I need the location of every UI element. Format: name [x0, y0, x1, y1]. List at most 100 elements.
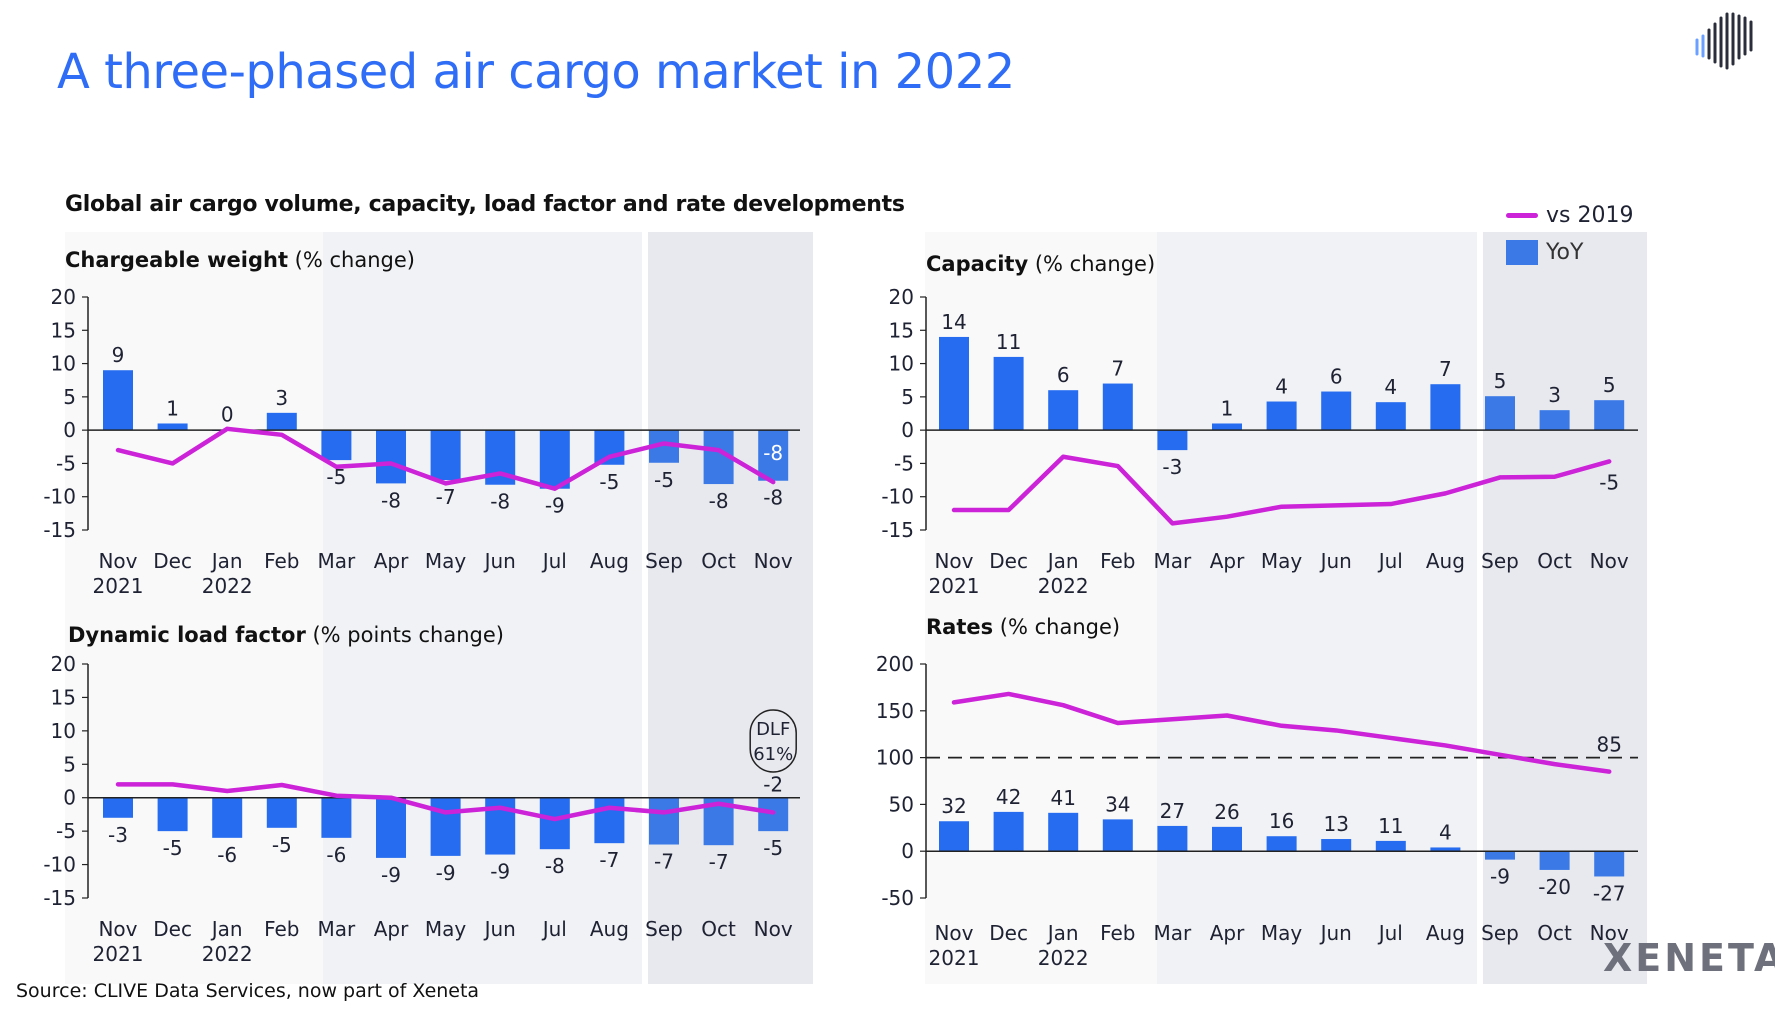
x-tick-label: Nov — [1590, 921, 1629, 945]
x-year-label: 2022 — [202, 574, 253, 598]
bar-data-label: -9 — [381, 863, 401, 887]
y-tick-label: 0 — [901, 418, 914, 442]
x-tick-label: Mar — [1154, 549, 1193, 573]
bar — [1048, 390, 1079, 431]
bar — [266, 412, 297, 431]
dlf-annotation-value: 61% — [753, 744, 793, 765]
x-tick-label: Jan — [1046, 549, 1079, 573]
phase-1-background — [65, 232, 323, 984]
bar-data-label: 14 — [941, 310, 966, 334]
y-tick-label: -10 — [43, 485, 76, 509]
bar — [1321, 839, 1352, 852]
bar — [1157, 430, 1188, 451]
x-year-label: 2022 — [1038, 574, 1089, 598]
bar-data-label: 3 — [275, 386, 288, 410]
x-year-label: 2021 — [929, 946, 980, 970]
y-tick-label: 10 — [889, 352, 914, 376]
bar-data-label: 4 — [1384, 375, 1397, 399]
bar — [539, 797, 570, 850]
y-tick-label: 5 — [63, 385, 76, 409]
legend-bar-label: YoY — [1546, 240, 1584, 265]
y-tick-label: 0 — [901, 839, 914, 863]
bar — [993, 356, 1024, 431]
bar-data-label: -5 — [599, 470, 619, 494]
legend-line-swatch — [1506, 213, 1538, 218]
x-tick-label: Apr — [374, 917, 409, 941]
dlf-annotation-label: DLF — [756, 719, 790, 740]
bar-data-label: -5 — [763, 836, 783, 860]
x-tick-label: May — [425, 917, 467, 941]
y-tick-label: -15 — [881, 518, 914, 542]
x-tick-label: Jul — [541, 917, 567, 941]
bar-data-label: 16 — [1269, 809, 1294, 833]
page-title: A three-phased air cargo market in 2022 — [57, 44, 1015, 100]
bar-data-label: -3 — [108, 823, 128, 847]
bar — [1212, 826, 1242, 852]
bar-data-label: 0 — [221, 402, 234, 426]
x-tick-label: Nov — [934, 549, 973, 573]
bar-data-label: -9 — [436, 861, 456, 885]
bar-data-label: 11 — [1378, 814, 1403, 838]
bar-data-label: 26 — [1214, 800, 1239, 824]
bar-data-label: -5 — [654, 468, 674, 492]
x-tick-label: May — [1261, 921, 1303, 945]
bar — [1539, 851, 1570, 870]
x-tick-label: Jul — [1377, 549, 1403, 573]
chart-title-bold: Capacity — [926, 252, 1029, 276]
bar — [103, 370, 133, 431]
bar-data-label: 27 — [1160, 799, 1185, 823]
y-tick-label: 150 — [876, 699, 914, 723]
bar-data-label: 6 — [1057, 363, 1070, 387]
bar — [1102, 383, 1133, 431]
bar-data-label: -8 — [490, 490, 510, 514]
y-tick-label: 15 — [889, 318, 914, 342]
x-tick-label: Oct — [1537, 921, 1572, 945]
bar — [1594, 400, 1625, 431]
vs-2019-line — [115, 782, 776, 822]
chart-title-bold: Rates — [926, 615, 994, 639]
y-tick-label: -10 — [881, 485, 914, 509]
y-tick-label: 50 — [889, 792, 914, 816]
bar-data-label: -7 — [709, 850, 729, 874]
bar-data-label: -9 — [490, 860, 510, 884]
y-tick-label: -50 — [881, 886, 914, 910]
x-tick-label: Nov — [934, 921, 973, 945]
y-tick-label: -5 — [894, 451, 914, 475]
bar-data-label: -7 — [654, 850, 674, 874]
x-tick-label: Dec — [153, 917, 192, 941]
bar-data-label: 41 — [1050, 786, 1075, 810]
x-tick-label: Jul — [1377, 921, 1403, 945]
bar — [430, 430, 461, 481]
x-tick-label: Apr — [1210, 549, 1245, 573]
chart-title-unit: (% change) — [1028, 252, 1156, 276]
y-tick-label: -5 — [56, 451, 76, 475]
x-tick-label: Nov — [754, 917, 793, 941]
y-tick-label: 0 — [63, 418, 76, 442]
bar — [103, 797, 133, 818]
x-year-label: 2021 — [93, 574, 144, 598]
bar-data-label: -6 — [326, 843, 346, 867]
bar-data-label: 7 — [1439, 357, 1452, 381]
bar-data-label: -5 — [163, 836, 183, 860]
x-tick-label: Sep — [645, 549, 683, 573]
line-end-label: -2 — [763, 773, 783, 797]
chart-title-bold: Chargeable weight — [65, 248, 288, 272]
x-tick-label: Dec — [989, 921, 1028, 945]
chart-title-capacity: Capacity (% change) — [926, 252, 1155, 276]
x-year-label: 2021 — [929, 574, 980, 598]
x-tick-label: Aug — [590, 549, 629, 573]
x-tick-label: Jan — [210, 549, 243, 573]
x-tick-label: Apr — [374, 549, 409, 573]
line-end-label: 85 — [1596, 733, 1621, 757]
bar-data-label: -5 — [272, 833, 292, 857]
chart-title-bold: Dynamic load factor — [68, 623, 306, 647]
bar-data-label: 4 — [1439, 820, 1452, 844]
bar-data-label: -8 — [381, 488, 401, 512]
bar-data-label: -5 — [326, 465, 346, 489]
bar-data-label: -7 — [436, 485, 456, 509]
y-tick-label: 20 — [51, 652, 76, 676]
brand-logo-icon — [1695, 12, 1753, 70]
chart-title-unit: (% points change) — [305, 623, 504, 647]
bar-data-label: -9 — [545, 494, 565, 518]
x-tick-label: Apr — [1210, 921, 1245, 945]
